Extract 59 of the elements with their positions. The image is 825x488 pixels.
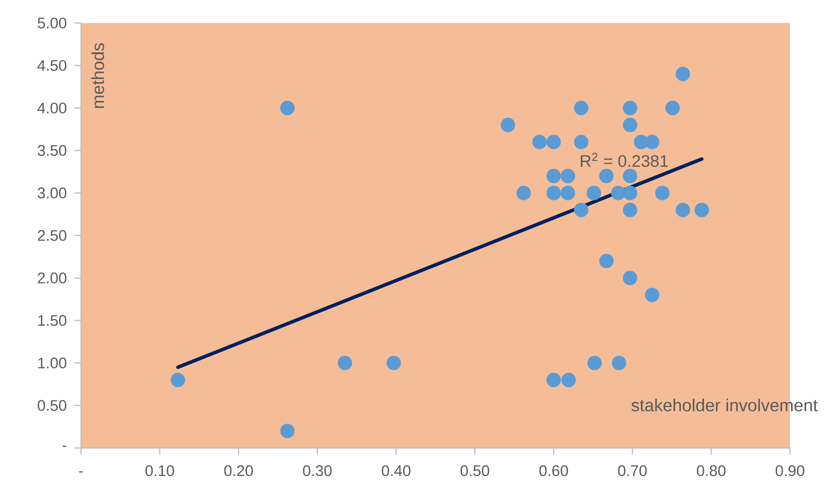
point [532, 134, 547, 150]
point [665, 100, 680, 116]
point [560, 186, 576, 200]
point [586, 186, 602, 200]
x-tick-label: 0.70 [618, 465, 647, 476]
point [561, 372, 576, 388]
y-tick-label: 1.50 [38, 315, 66, 326]
y-tick-label: - [62, 446, 66, 447]
point [338, 356, 352, 370]
y-tick-label: 0.50 [38, 400, 66, 411]
point [599, 168, 614, 184]
y-tick-label: 4.00 [37, 102, 66, 114]
y-tick-label: 1.00 [38, 358, 66, 368]
point [574, 134, 588, 150]
point [546, 134, 561, 150]
point [694, 202, 709, 218]
x-tick-label: 0.90 [776, 465, 804, 476]
x-tick-label: 0.10 [145, 465, 174, 476]
point [644, 134, 660, 150]
x-tick-label: 0.50 [460, 465, 490, 476]
x-tick-label: 0.60 [539, 465, 568, 476]
point [280, 100, 295, 116]
point [280, 424, 295, 438]
point [676, 202, 690, 218]
annotation: R$^{2}$ = 0.2381 [580, 152, 668, 167]
y-tick-label: 2.00 [38, 272, 66, 284]
point [574, 100, 588, 116]
point [587, 356, 602, 370]
point [500, 118, 516, 132]
point [622, 118, 638, 132]
point [599, 254, 614, 268]
point [622, 270, 638, 286]
point [676, 66, 690, 82]
point [622, 186, 638, 200]
point [612, 356, 626, 370]
point [170, 372, 186, 388]
x-tick-label: 0.30 [303, 465, 332, 476]
y-tick-label: 4.50 [37, 60, 66, 71]
point [622, 100, 638, 116]
point [546, 186, 561, 200]
point [655, 186, 670, 200]
point [622, 202, 638, 218]
y-tick-label: 5.00 [38, 18, 66, 28]
y-tick-label: 3.50 [38, 145, 66, 156]
point [611, 186, 626, 200]
point [546, 168, 561, 184]
point [622, 168, 638, 184]
y-axis-title: methods [91, 43, 104, 108]
point [546, 372, 561, 388]
point [574, 202, 588, 218]
point [386, 356, 401, 370]
point [644, 288, 660, 302]
x-tick-label: 0.80 [696, 465, 726, 476]
point [516, 186, 531, 200]
y-tick-label: 3.00 [38, 188, 66, 198]
point [560, 168, 576, 184]
y-tick-label: 2.50 [38, 230, 66, 241]
x-tick-label: 0.20 [224, 465, 253, 476]
x-tick-label: 0.40 [382, 465, 410, 476]
